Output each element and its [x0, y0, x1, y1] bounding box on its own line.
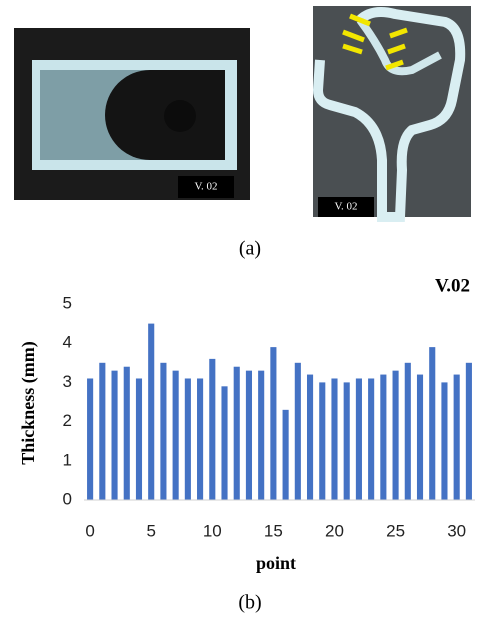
x-tick-label: 10 — [203, 521, 222, 540]
bar — [148, 323, 155, 500]
bar — [392, 370, 399, 500]
bar — [441, 382, 448, 500]
bar — [172, 370, 179, 500]
y-axis-label: Thickness (mm) — [18, 341, 39, 465]
xray-image-left: V. 02 — [14, 28, 250, 200]
bar — [404, 362, 411, 500]
bar — [123, 366, 130, 500]
x-tick-label: 25 — [386, 521, 405, 540]
y-tick-label: 0 — [63, 489, 72, 508]
bar — [209, 358, 216, 500]
bar — [99, 362, 106, 500]
bar — [245, 370, 253, 500]
bar — [135, 378, 143, 500]
x-tick-label: 5 — [146, 521, 155, 540]
bar — [380, 374, 387, 500]
image-label: V. 02 — [334, 201, 357, 213]
x-tick-label: 15 — [264, 521, 283, 540]
bar — [355, 378, 362, 500]
x-tick-label: 30 — [447, 521, 466, 540]
bar — [270, 347, 277, 500]
bar — [160, 362, 167, 500]
bar — [343, 382, 350, 500]
panel-label: (b) — [238, 592, 261, 614]
bar — [453, 374, 460, 500]
bar — [282, 409, 289, 500]
chart-title: V.02 — [435, 275, 470, 296]
bar — [429, 347, 436, 500]
bar — [465, 362, 472, 500]
x-tick-label: 0 — [85, 521, 94, 540]
x-tick-label: 20 — [325, 521, 344, 540]
y-tick-label: 1 — [63, 450, 72, 469]
xray-image-right: V. 02 — [312, 6, 471, 222]
y-tick-label: 4 — [63, 333, 72, 352]
bar — [111, 370, 118, 500]
y-tick-label: 2 — [63, 411, 72, 430]
bar — [306, 374, 314, 500]
panel-label: (a) — [239, 238, 261, 260]
bar — [416, 374, 424, 500]
bar — [294, 362, 301, 500]
bar — [197, 378, 204, 500]
bar — [319, 382, 326, 500]
bar — [87, 378, 94, 500]
image-label: V. 02 — [194, 181, 217, 193]
x-axis-label: point — [256, 553, 296, 573]
bar — [368, 378, 375, 500]
bar — [221, 386, 228, 500]
bar — [258, 370, 265, 500]
bar — [184, 378, 191, 500]
y-tick-label: 5 — [63, 293, 72, 312]
bar — [331, 378, 338, 500]
y-tick-label: 3 — [63, 372, 72, 391]
bar — [233, 366, 240, 500]
